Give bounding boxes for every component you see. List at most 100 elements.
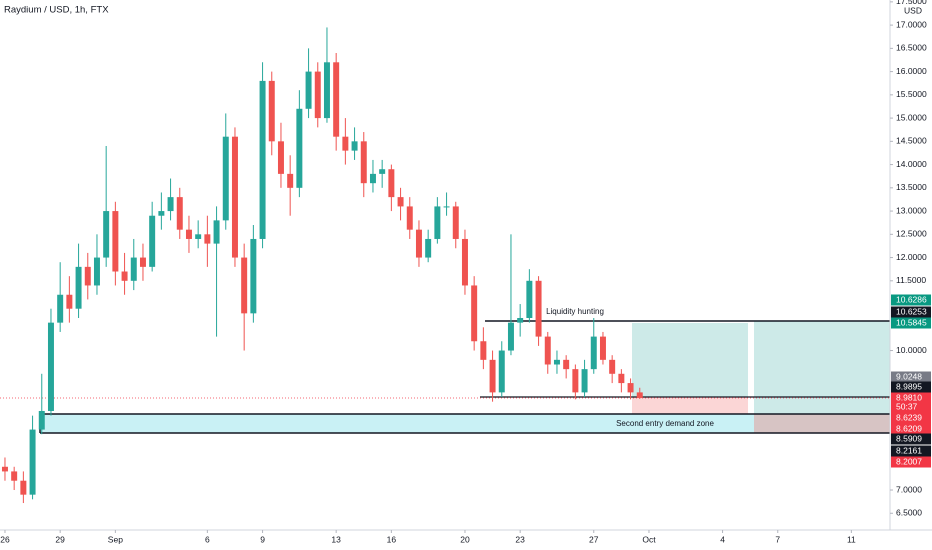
candle-body (57, 294, 64, 323)
y-tick-label: 17.5000 (896, 0, 927, 6)
candle-body (599, 336, 606, 360)
candle-body (379, 169, 386, 174)
price-label-box (891, 371, 931, 383)
x-tick-label: 20 (460, 534, 470, 544)
candle-body (498, 350, 505, 393)
candle-body (351, 141, 358, 151)
candle-body (103, 211, 110, 258)
candle-body (544, 336, 551, 365)
price-label-box (891, 456, 931, 468)
candle-body (489, 359, 496, 393)
candle-body (480, 341, 487, 360)
candle-body (1, 466, 8, 472)
candle-body (360, 141, 367, 184)
y-tick-label: 15.0000 (896, 112, 927, 122)
candle-body (213, 220, 220, 244)
x-tick-label: 11 (847, 534, 856, 544)
price-label-box (891, 445, 931, 457)
candle-body (241, 257, 248, 314)
y-tick-label: 17.0000 (896, 19, 927, 29)
candle-body (38, 410, 45, 430)
x-tick-label: 26 (0, 534, 10, 544)
price-label-box (891, 381, 931, 393)
candle-body (84, 266, 91, 286)
candle-body (75, 266, 82, 309)
candle-body (277, 141, 284, 174)
candle-body (176, 197, 183, 230)
y-tick-label: 15.5000 (896, 89, 927, 99)
price-label: 8.9895 (896, 381, 922, 391)
y-tick-label: 10.0000 (896, 345, 927, 355)
x-tick-label: 13 (331, 534, 341, 544)
candle-body (93, 257, 100, 286)
y-tick-label: 16.0000 (896, 66, 927, 76)
candle-body (158, 211, 165, 216)
candle-body (121, 271, 128, 281)
candle-body (149, 215, 156, 267)
y-tick-label: 6.5000 (896, 508, 922, 518)
chart-title: Raydium / USD, 1h, FTX (4, 5, 109, 16)
price-label: 8.5909 (896, 433, 922, 443)
candle-body (553, 359, 560, 365)
x-tick-label: 6 (205, 534, 210, 544)
candle-body (305, 71, 312, 109)
candle-body (139, 257, 146, 267)
price-label: 8.2007 (896, 456, 922, 466)
candle-body (415, 229, 422, 258)
x-tick-label: 9 (260, 534, 265, 544)
loss-zone (632, 397, 748, 414)
candle-body (167, 197, 174, 212)
candle-body (231, 136, 238, 258)
candle-body (572, 369, 579, 393)
candle-body (452, 206, 459, 239)
y-tick-label: 11.5000 (896, 275, 926, 285)
candle-body (471, 285, 478, 342)
profit-zone (632, 323, 748, 397)
annotation: Liquidity hunting (546, 307, 604, 316)
x-tick-label: 7 (775, 534, 780, 544)
x-tick-label: Sep (108, 534, 123, 544)
x-tick-label: 23 (515, 534, 525, 544)
candle-body (369, 173, 376, 184)
price-label: 10.6253 (896, 306, 927, 316)
loss-zone (754, 414, 890, 433)
y-tick-label: 7.0000 (896, 484, 922, 494)
candle-body (526, 280, 533, 318)
candle-body (29, 429, 36, 495)
candle-body (268, 80, 275, 142)
x-tick-label: Oct (642, 534, 656, 544)
price-label-box (891, 412, 931, 424)
y-tick-label: 14.0000 (896, 159, 927, 169)
candle-body (388, 169, 395, 198)
y-tick-label: 13.5000 (896, 182, 927, 192)
candle-body (609, 359, 616, 374)
candle-body (425, 238, 432, 258)
y-tick-label: 12.5000 (896, 229, 927, 239)
price-label: 8.6209 (896, 423, 922, 433)
price-label: 10.5845 (896, 317, 927, 327)
candle-body (333, 62, 340, 137)
profit-zone (754, 321, 890, 414)
drawings (0, 320, 890, 434)
price-label: 8.9810 (896, 392, 922, 402)
candle-body (287, 173, 294, 188)
price-label-box (891, 294, 931, 306)
price-label-box (891, 423, 931, 435)
candle-body (406, 206, 413, 230)
x-tick-label: 27 (589, 534, 599, 544)
price-label: 8.2161 (896, 445, 922, 455)
candle-body (222, 136, 229, 221)
price-label-box (891, 392, 931, 413)
y-tick-label: 12.0000 (896, 252, 927, 262)
countdown: 50:37 (896, 401, 918, 411)
y-tick-label: 13.0000 (896, 205, 927, 215)
candle-body (11, 471, 18, 481)
price-label-box (891, 433, 931, 445)
candle-body (590, 336, 597, 370)
candle-body (259, 80, 266, 239)
candle-body (250, 238, 257, 314)
x-tick-label: 16 (387, 534, 397, 544)
candle-body (397, 197, 404, 207)
price-label-box (891, 317, 931, 329)
y-tick-label: 16.5000 (896, 43, 927, 53)
